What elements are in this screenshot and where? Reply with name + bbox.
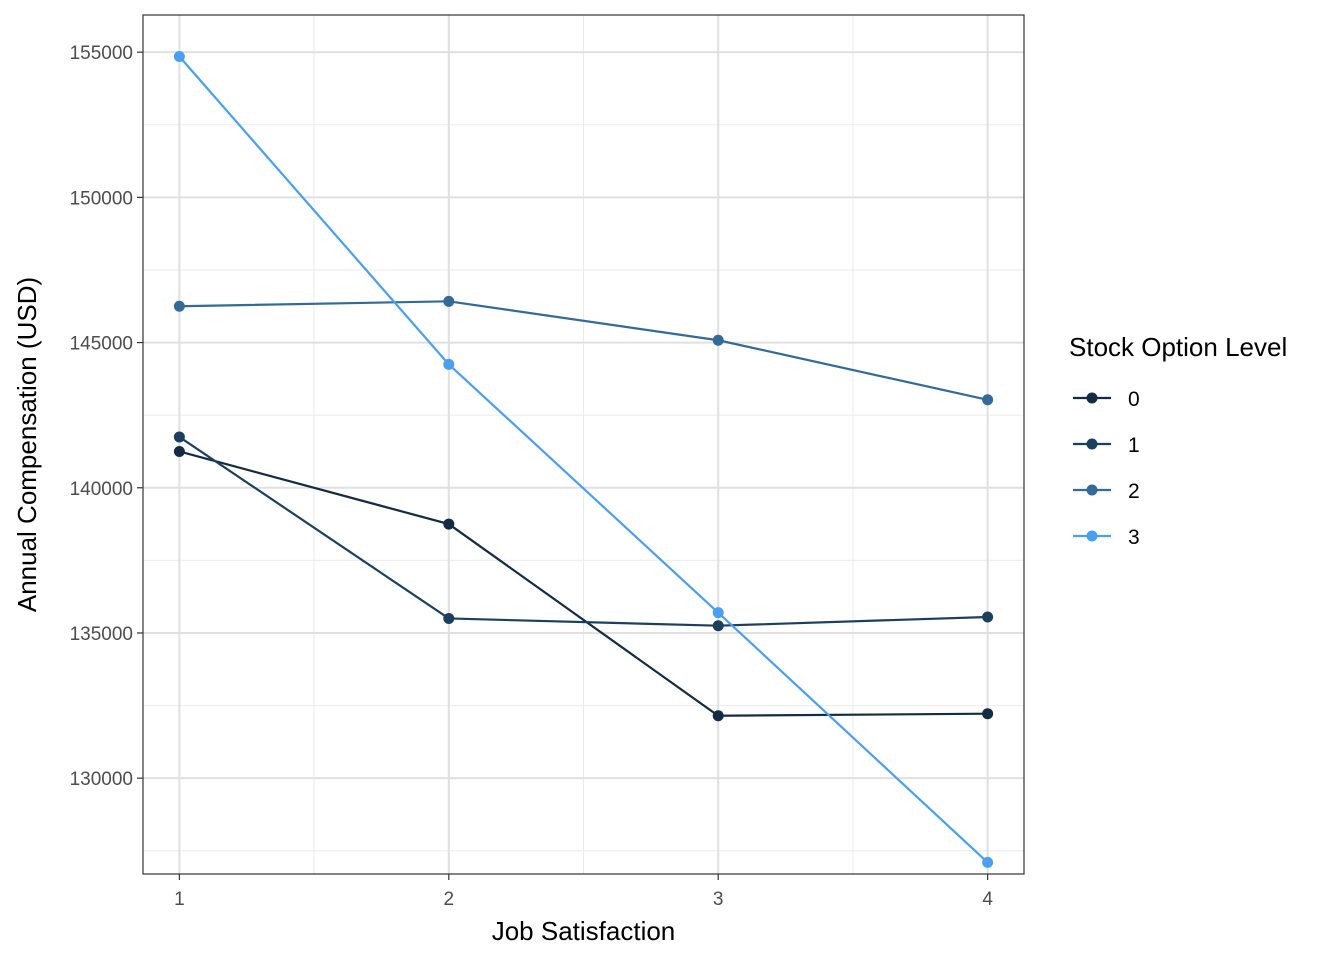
series-line	[179, 300, 988, 401]
y-tick-label: 140000	[70, 479, 133, 500]
series-layer	[173, 51, 994, 868]
legend-label: 3	[1128, 526, 1140, 549]
legend-key-point	[1086, 484, 1098, 496]
data-point	[712, 620, 724, 632]
legend-key-point	[1086, 530, 1098, 542]
series-line	[179, 450, 988, 717]
legend-item-3: 3	[1073, 526, 1140, 549]
y-tick-label: 135000	[70, 624, 133, 645]
series-2	[173, 295, 994, 406]
legend-label: 2	[1128, 480, 1140, 503]
series-line	[178, 436, 988, 627]
data-point	[712, 710, 724, 722]
legend-key-point	[1086, 438, 1098, 450]
data-point	[443, 612, 455, 624]
x-tick-label: 3	[713, 889, 724, 910]
data-point	[173, 300, 185, 312]
data-point	[982, 856, 994, 868]
x-axis: 1 2 3 4	[174, 874, 993, 910]
x-axis-title: Job Satisfaction	[492, 916, 676, 946]
data-point	[712, 334, 724, 346]
data-point	[173, 445, 185, 457]
legend: Stock Option Level 0 1 2 3	[1069, 332, 1287, 549]
data-point	[443, 295, 455, 307]
y-tick-label: 145000	[70, 334, 133, 355]
y-axis-title: Annual Compensation (USD)	[12, 277, 42, 612]
data-point	[443, 358, 455, 370]
data-point	[982, 394, 994, 406]
x-tick-label: 2	[444, 889, 455, 910]
legend-key-point	[1086, 392, 1098, 404]
series-1	[173, 431, 994, 632]
data-point	[443, 518, 455, 530]
series-0	[173, 445, 994, 722]
data-point	[173, 431, 185, 443]
y-tick-label: 130000	[70, 769, 133, 790]
series-3	[173, 51, 994, 868]
legend-label: 0	[1128, 388, 1140, 411]
panel-border	[142, 14, 1025, 875]
minor-gridlines	[143, 15, 1024, 874]
legend-label: 1	[1128, 434, 1140, 457]
data-point	[712, 607, 724, 619]
data-point	[173, 51, 185, 63]
data-point	[982, 708, 994, 720]
y-tick-label: 150000	[70, 188, 133, 209]
data-point	[982, 611, 994, 623]
y-tick-label: 155000	[70, 43, 133, 64]
x-tick-label: 4	[982, 889, 993, 910]
legend-title: Stock Option Level	[1069, 332, 1287, 362]
legend-item-0: 0	[1073, 388, 1140, 411]
y-axis: 130000 135000 140000 145000 150000 155000	[70, 43, 143, 790]
major-gridlines	[143, 15, 1024, 874]
legend-item-2: 2	[1073, 480, 1140, 503]
x-tick-label: 1	[174, 889, 185, 910]
series-line	[178, 55, 989, 864]
legend-item-1: 1	[1073, 434, 1140, 457]
